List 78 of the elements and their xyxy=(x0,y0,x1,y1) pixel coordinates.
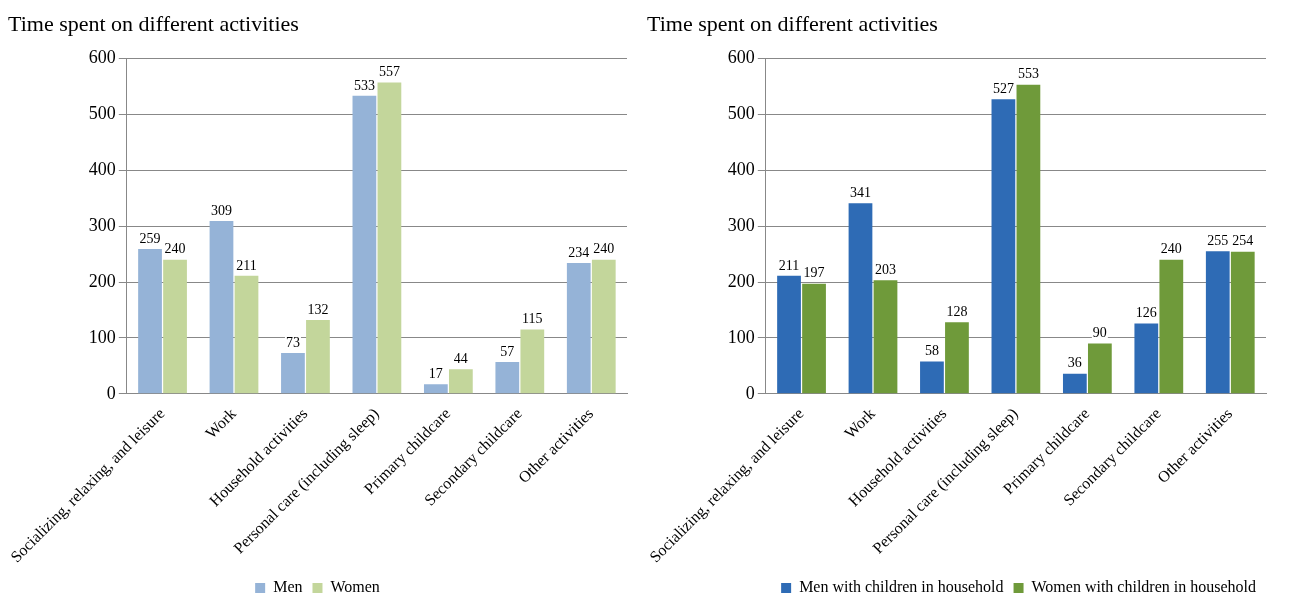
legend-label: Men with children in household xyxy=(799,578,1004,596)
data-label: 234 xyxy=(568,244,590,260)
data-label: 533 xyxy=(353,77,375,93)
bar xyxy=(1062,373,1087,394)
bar xyxy=(448,369,473,394)
y-tick-label: 0 xyxy=(106,382,116,403)
bar xyxy=(1087,343,1112,394)
bar xyxy=(802,283,826,394)
y-tick-label: 200 xyxy=(727,270,755,291)
bar xyxy=(1230,251,1255,394)
data-label: 17 xyxy=(428,365,443,381)
bar xyxy=(1134,323,1159,394)
y-tick-label: 600 xyxy=(88,47,116,68)
bar xyxy=(777,275,801,394)
chart-title: Time spent on different activities xyxy=(647,10,938,36)
y-tick-label: 100 xyxy=(88,326,116,347)
data-label: 58 xyxy=(924,343,939,359)
y-tick-label: 200 xyxy=(88,270,116,291)
y-tick-label: 500 xyxy=(727,103,755,124)
x-tick-label: Work xyxy=(202,404,240,442)
bar xyxy=(495,361,520,394)
y-tick-label: 100 xyxy=(727,326,755,347)
data-label: 132 xyxy=(307,301,329,317)
data-label: 553 xyxy=(1017,66,1039,82)
data-label: 557 xyxy=(378,64,400,80)
y-tick-label: 400 xyxy=(727,158,755,179)
data-label: 527 xyxy=(992,80,1014,96)
data-label: 128 xyxy=(946,303,968,319)
bar xyxy=(1016,84,1041,394)
data-label: 211 xyxy=(236,257,257,273)
bar xyxy=(306,320,330,394)
data-label: 44 xyxy=(453,350,468,366)
bar xyxy=(209,221,234,394)
data-label: 341 xyxy=(849,184,871,200)
bar xyxy=(163,259,187,394)
bar xyxy=(591,259,616,394)
bar xyxy=(873,280,898,394)
data-label: 240 xyxy=(164,241,186,257)
data-label: 259 xyxy=(139,230,161,246)
y-tick-label: 400 xyxy=(88,158,116,179)
data-label: 90 xyxy=(1092,325,1107,341)
y-tick-label: 300 xyxy=(727,214,755,235)
bar xyxy=(945,322,969,394)
bar xyxy=(1159,259,1184,394)
legend-label: Women with children in household xyxy=(1031,578,1256,596)
data-label: 309 xyxy=(210,202,232,218)
y-tick-label: 0 xyxy=(745,382,755,403)
data-label: 254 xyxy=(1232,233,1254,249)
bar xyxy=(920,361,944,394)
data-label: 197 xyxy=(803,265,825,281)
bar xyxy=(566,263,591,394)
data-label: 73 xyxy=(285,334,300,350)
legend-label: Women xyxy=(330,578,380,596)
data-label: 57 xyxy=(500,343,515,359)
y-tick-label: 500 xyxy=(88,103,116,124)
bar xyxy=(423,384,448,394)
chart-title: Time spent on different activities xyxy=(8,10,299,36)
bar xyxy=(377,82,402,394)
x-tick-label: Work xyxy=(841,404,879,442)
bar xyxy=(281,353,305,394)
bar xyxy=(234,275,259,394)
y-tick-label: 300 xyxy=(88,214,116,235)
bar xyxy=(138,249,162,394)
data-label: 255 xyxy=(1207,232,1229,248)
data-label: 36 xyxy=(1067,355,1082,371)
bar xyxy=(520,329,545,394)
data-label: 115 xyxy=(522,311,543,327)
data-label: 240 xyxy=(593,241,615,257)
data-label: 240 xyxy=(1160,241,1182,257)
y-tick-label: 600 xyxy=(727,47,755,68)
bar xyxy=(991,99,1016,394)
legend-label: Men xyxy=(273,578,303,596)
bar xyxy=(352,95,377,394)
data-label: 203 xyxy=(874,262,896,278)
bar xyxy=(848,203,873,394)
data-label: 126 xyxy=(1135,305,1157,321)
bar xyxy=(1205,251,1230,394)
data-label: 211 xyxy=(778,257,800,273)
